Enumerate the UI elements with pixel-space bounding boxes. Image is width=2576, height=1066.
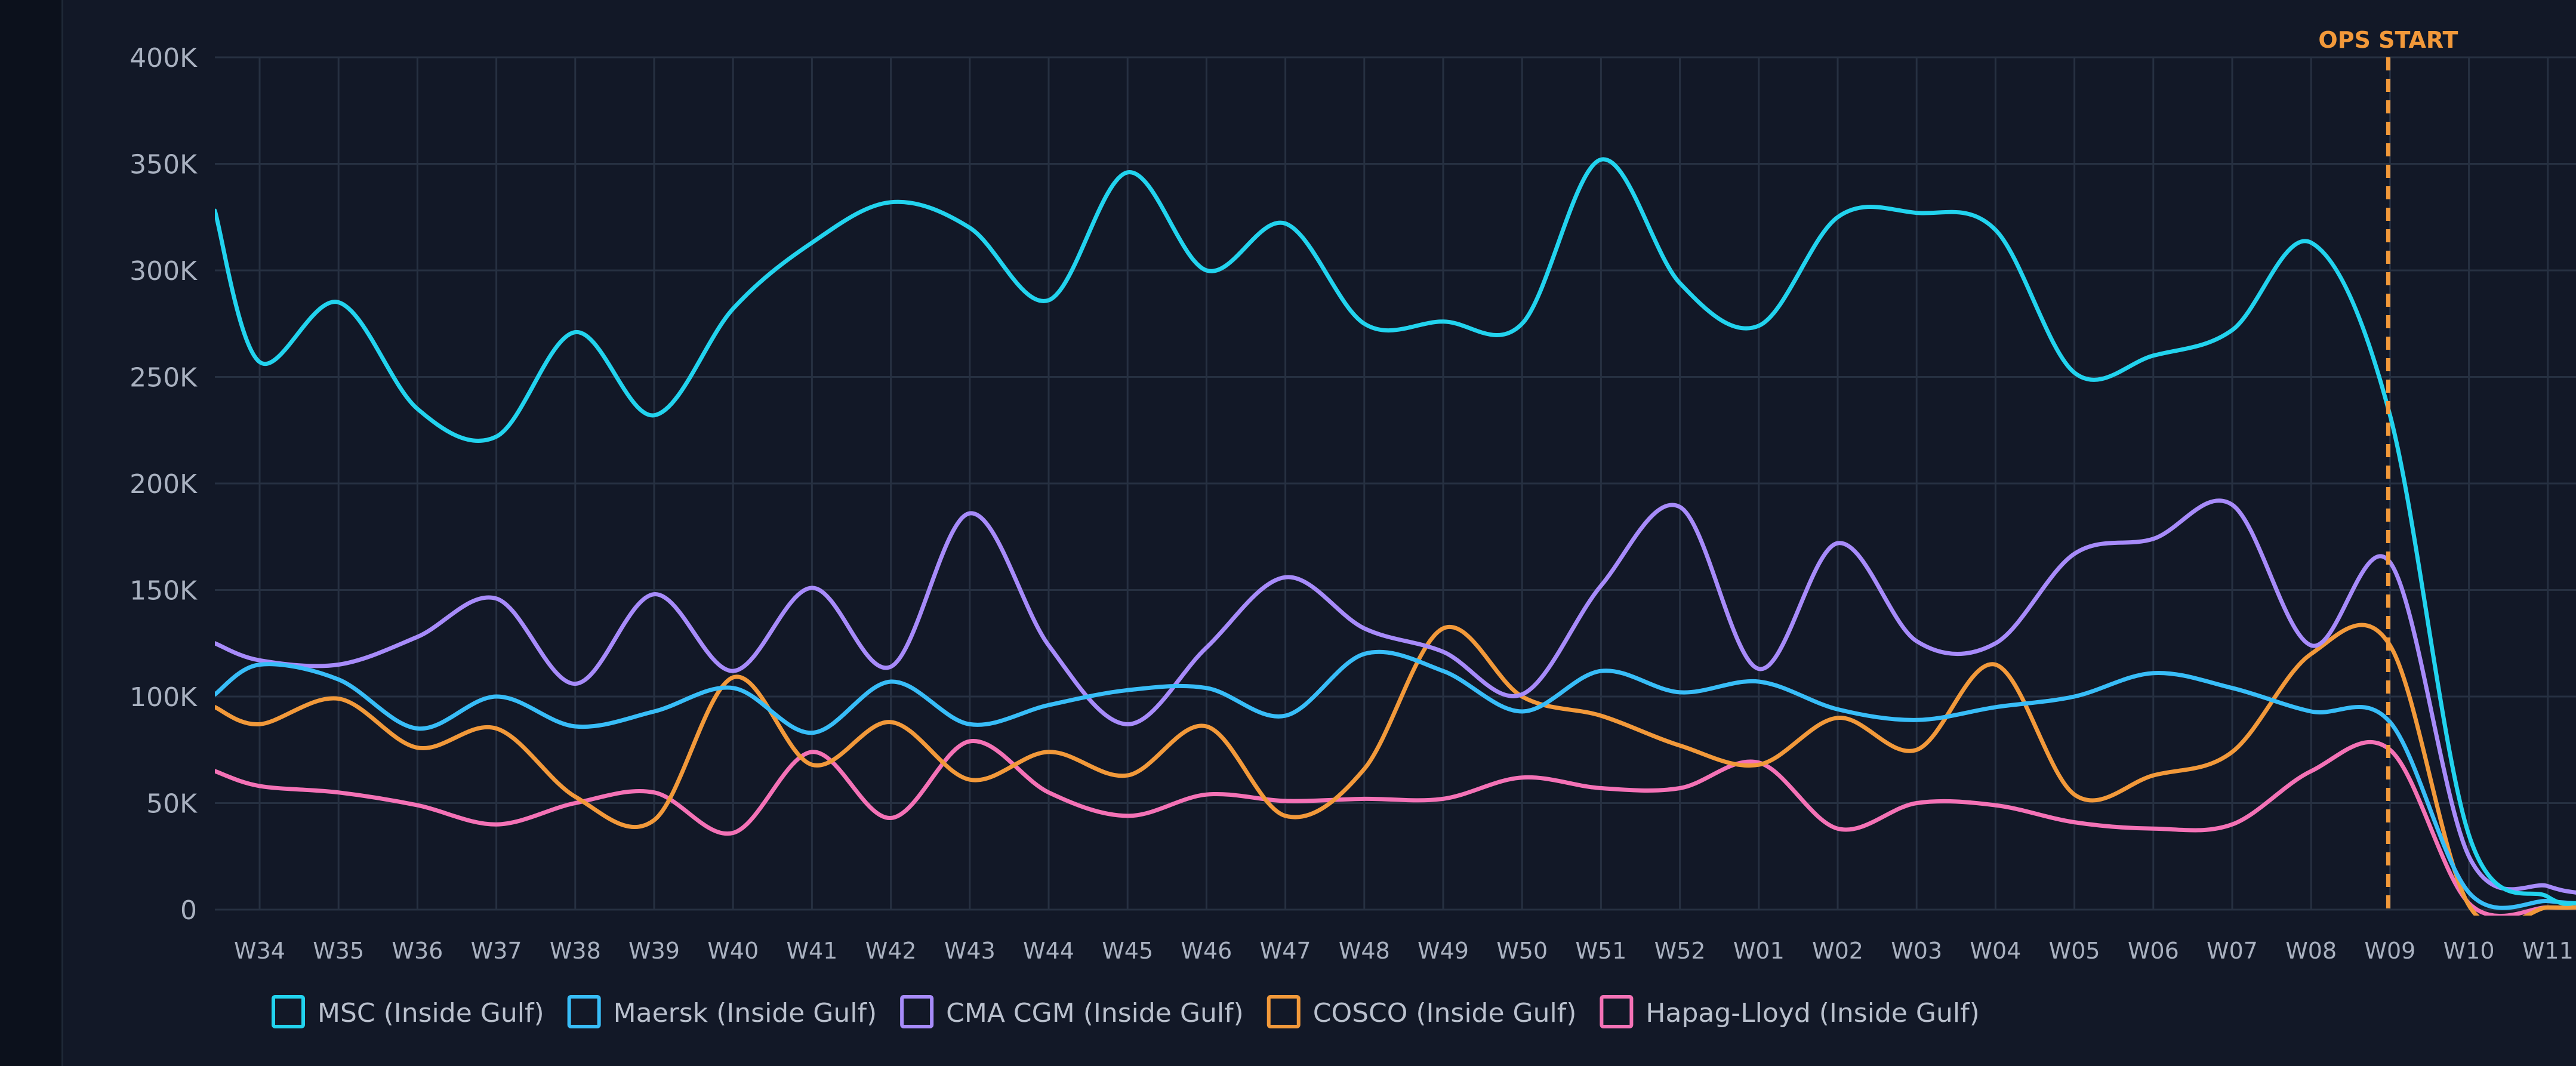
series-line-maersk-inside-gulf (215, 649, 2576, 910)
y-tick-label: 0 (180, 895, 197, 926)
legend-swatch (1600, 995, 1634, 1028)
x-tick-label: W48 (1339, 938, 1390, 964)
x-axis-tick-labels: W34 W35 W36 W37 W38 W39 W40 W41 W42 W43 W44 W45 W46 W… (234, 938, 2574, 964)
x-tick-label: W37 (471, 938, 522, 964)
x-tick-label: W02 (1812, 938, 1863, 964)
y-tick-label: 50K (146, 789, 198, 819)
legend-item-maersk-inside-gulf[interactable]: Maersk (Inside Gulf) (567, 995, 877, 1028)
x-tick-label: W40 (707, 938, 759, 964)
x-tick-label: W07 (2207, 938, 2258, 964)
series-line-msc-inside-gulf (215, 157, 2576, 906)
x-tick-label: W49 (1418, 938, 1469, 964)
x-tick-label: W09 (2364, 938, 2415, 964)
chart-legend[interactable]: MSC (Inside Gulf) Maersk (Inside Gulf) CMA… (272, 995, 1980, 1028)
legend-label: COSCO (Inside Gulf) (1313, 998, 1577, 1028)
x-tick-label: W36 (392, 938, 443, 964)
x-tick-label: W04 (1970, 938, 2021, 964)
x-tick-label: W47 (1260, 938, 1311, 964)
x-tick-label: W05 (2049, 938, 2100, 964)
legend-item-cma-cgm-inside-gulf[interactable]: CMA CGM (Inside Gulf) (900, 995, 1244, 1028)
x-tick-label: W06 (2128, 938, 2179, 964)
x-tick-label: W34 (234, 938, 285, 964)
ops-start-label: OPS START (2318, 27, 2458, 53)
y-tick-label: 100K (130, 682, 198, 713)
legend-swatch (1267, 995, 1301, 1028)
series-line-cosco-inside-gulf (215, 623, 2576, 916)
y-tick-label: 250K (130, 363, 198, 393)
x-tick-label: W50 (1496, 938, 1548, 964)
x-tick-label: W38 (550, 938, 601, 964)
y-tick-label: 150K (130, 576, 198, 606)
legend-swatch (272, 995, 305, 1028)
x-tick-label: W44 (1023, 938, 1074, 964)
y-axis-tick-labels: 0 50K 100K 150K 200K 250K 300K 350K 400K (130, 43, 198, 926)
x-tick-label: W03 (1891, 938, 1942, 964)
y-tick-label: 350K (130, 150, 198, 180)
x-tick-label: W08 (2285, 938, 2337, 964)
legend-item-cosco-inside-gulf[interactable]: COSCO (Inside Gulf) (1267, 995, 1577, 1028)
sidebar-panel-edge (0, 0, 63, 1066)
legend-label: Hapag-Lloyd (Inside Gulf) (1646, 998, 1979, 1028)
x-tick-label: W52 (1654, 938, 1706, 964)
series-line-cma-cgm-inside-gulf (215, 498, 2576, 895)
x-tick-label: W10 (2443, 938, 2495, 964)
legend-label: MSC (Inside Gulf) (318, 998, 544, 1028)
series-line-hapag-lloyd-inside-gulf (215, 739, 2576, 916)
x-tick-label: W11 (2522, 938, 2574, 964)
y-tick-label: 300K (130, 256, 198, 286)
chart-series (215, 157, 2576, 916)
legend-label: CMA CGM (Inside Gulf) (946, 998, 1244, 1028)
y-tick-label: 400K (130, 43, 198, 73)
x-tick-label: W45 (1102, 938, 1153, 964)
x-tick-label: W41 (786, 938, 837, 964)
x-tick-label: W46 (1181, 938, 1232, 964)
legend-swatch (900, 995, 934, 1028)
x-tick-label: W01 (1733, 938, 1785, 964)
x-tick-label: W51 (1575, 938, 1626, 964)
x-tick-label: W43 (944, 938, 996, 964)
legend-item-msc-inside-gulf[interactable]: MSC (Inside Gulf) (272, 995, 544, 1028)
x-tick-label: W39 (628, 938, 680, 964)
legend-swatch (567, 995, 601, 1028)
x-tick-label: W35 (313, 938, 364, 964)
ops-start-annotation: OPS START (2318, 27, 2458, 910)
chart-grid (215, 56, 2576, 911)
x-tick-label: W42 (865, 938, 917, 964)
legend-label: Maersk (Inside Gulf) (614, 998, 877, 1028)
legend-item-hapag-lloyd-inside-gulf[interactable]: Hapag-Lloyd (Inside Gulf) (1600, 995, 1980, 1028)
y-tick-label: 200K (130, 469, 198, 500)
